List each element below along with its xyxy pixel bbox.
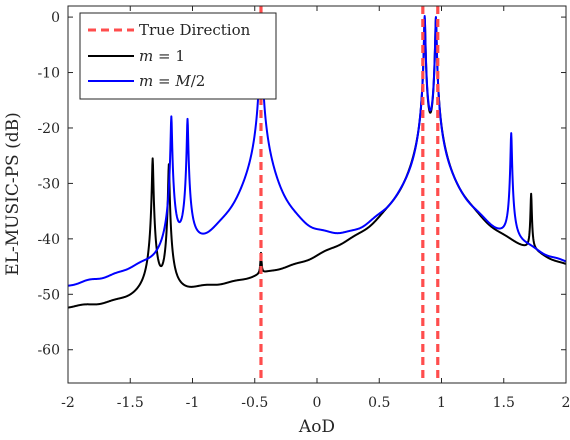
true-direction-layer [259,6,440,383]
legend-label-m-half-rest: /2 [191,72,206,90]
y-tick-label: -10 [37,66,60,82]
x-tick-label: -1 [186,395,200,411]
y-tick-label: -60 [37,343,60,359]
legend-label-m-half-eq: = [153,72,175,90]
y-tick-label: -30 [37,176,60,192]
legend-label-true-direction: True Direction [139,21,251,39]
legend: True Direction m = 1 m = M/2 [79,12,277,100]
x-tick-label: 1 [437,395,446,411]
series-line-m1 [67,16,567,309]
x-tick-label: 1.5 [493,395,515,411]
x-axis-label: AoD [298,417,335,437]
x-tick-label: -2 [61,395,75,411]
series-line-m-half [67,15,567,287]
legend-label-m-half-cap: M [174,72,191,90]
x-tick-label: 2 [562,395,570,411]
legend-label-m-half-var: m [139,72,153,90]
y-tick-label: 0 [51,10,60,26]
legend-label-m1-rest: = 1 [153,47,185,65]
axes-layer [67,5,567,384]
y-tick-label: -20 [37,121,60,137]
x-tick-label: 0.5 [368,395,390,411]
tick-labels-layer: -2 -1.5 -1 -0.5 0 0.5 1 1.5 2 0 -10 -20 -30 -40 -50 -60 [37,10,570,411]
x-tick-label: -0.5 [241,395,268,411]
x-tick-label: 0 [313,395,322,411]
x-tick-label: -1.5 [117,395,144,411]
legend-label-m1: m = 1 [139,47,185,65]
curves-layer [67,15,567,309]
y-tick-label: -40 [37,232,60,248]
y-axis-label: EL-MUSIC-PS (dB) [3,112,23,275]
legend-label-m1-var: m [139,47,153,65]
legend-label-m-half: m = M/2 [139,72,205,90]
y-tick-label: -50 [37,287,60,303]
